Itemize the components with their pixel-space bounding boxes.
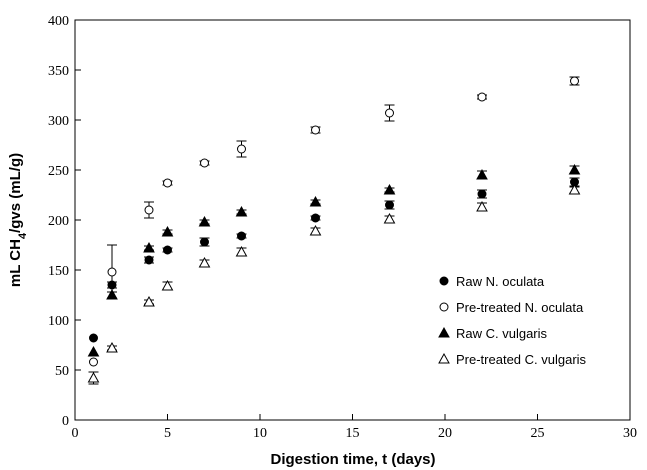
data-point <box>311 213 320 223</box>
y-tick-label: 400 <box>48 14 69 29</box>
x-tick-label: 25 <box>531 426 545 441</box>
y-axis-title-post: /gvs (mL/g) <box>7 153 24 233</box>
data-point <box>237 231 246 241</box>
data-marks <box>87 76 581 385</box>
legend-label: Pre-treated C. vulgaris <box>456 352 587 367</box>
y-tick-label: 150 <box>48 264 69 279</box>
x-tick-label: 15 <box>346 426 360 441</box>
data-point <box>477 92 487 102</box>
data-point <box>570 76 579 86</box>
y-axis-title: mL CH4/gvs (mL/g) <box>7 153 29 287</box>
data-point <box>311 125 320 135</box>
data-point <box>200 237 209 247</box>
series-pre-treated-n-oculata <box>89 76 580 367</box>
legend-label: Pre-treated N. oculata <box>456 300 584 315</box>
series-pre-treated-c-vulgaris <box>87 183 581 385</box>
data-point <box>198 256 211 268</box>
data-point <box>143 241 155 253</box>
data-point <box>309 224 322 236</box>
legend-marker <box>438 326 450 338</box>
data-point <box>106 288 118 300</box>
y-tick-label: 0 <box>62 414 69 429</box>
legend: Raw N. oculata Pre-treated N. oculata Raw … <box>438 274 587 367</box>
data-point <box>143 295 155 307</box>
data-point <box>568 183 581 195</box>
data-point <box>87 371 100 383</box>
data-point <box>163 245 172 255</box>
data-point <box>107 267 117 277</box>
data-point <box>161 279 174 291</box>
x-tick-label: 20 <box>438 426 452 441</box>
data-point <box>476 168 488 180</box>
series-raw-c-vulgaris <box>87 163 581 357</box>
data-point <box>198 215 211 227</box>
legend-marker <box>438 352 450 364</box>
legend-label: Raw C. vulgaris <box>456 326 548 341</box>
y-tick-label: 100 <box>48 314 69 329</box>
data-point <box>383 183 396 195</box>
data-point <box>568 163 581 175</box>
legend-label: Raw N. oculata <box>456 274 545 289</box>
y-axis-ticks: 0 50 100 150 200 250 300 350 400 <box>48 14 81 429</box>
data-point <box>477 189 487 199</box>
y-axis-title-pre: mL CH <box>7 239 24 287</box>
y-tick-label: 250 <box>48 164 69 179</box>
data-point <box>385 108 394 118</box>
data-point <box>200 158 209 168</box>
series-raw-n-oculata <box>89 177 580 343</box>
data-point <box>237 144 246 154</box>
data-point <box>235 205 248 217</box>
data-point <box>106 341 118 353</box>
x-tick-label: 0 <box>72 426 79 441</box>
x-tick-label: 30 <box>623 426 637 441</box>
data-point <box>89 333 98 343</box>
y-tick-label: 300 <box>48 114 69 129</box>
y-tick-label: 200 <box>48 214 69 229</box>
y-tick-label: 50 <box>55 364 69 379</box>
data-point <box>309 195 322 207</box>
x-axis-ticks: 0 5 10 15 20 25 30 <box>72 414 637 441</box>
data-point <box>163 178 172 188</box>
data-point <box>476 200 488 212</box>
legend-marker <box>439 276 449 286</box>
data-point <box>144 205 154 215</box>
x-tick-label: 10 <box>253 426 267 441</box>
data-point <box>235 245 248 257</box>
legend-marker <box>439 302 449 312</box>
data-point <box>385 200 394 210</box>
data-point <box>87 345 100 357</box>
x-tick-label: 5 <box>164 426 171 441</box>
data-point <box>161 225 174 237</box>
x-axis-title: Digestion time, t (days) <box>270 451 435 468</box>
y-tick-label: 350 <box>48 64 69 79</box>
data-point <box>383 212 396 224</box>
data-point <box>144 255 154 265</box>
data-point <box>89 357 98 367</box>
y-axis-title-sub: 4 <box>17 232 29 239</box>
